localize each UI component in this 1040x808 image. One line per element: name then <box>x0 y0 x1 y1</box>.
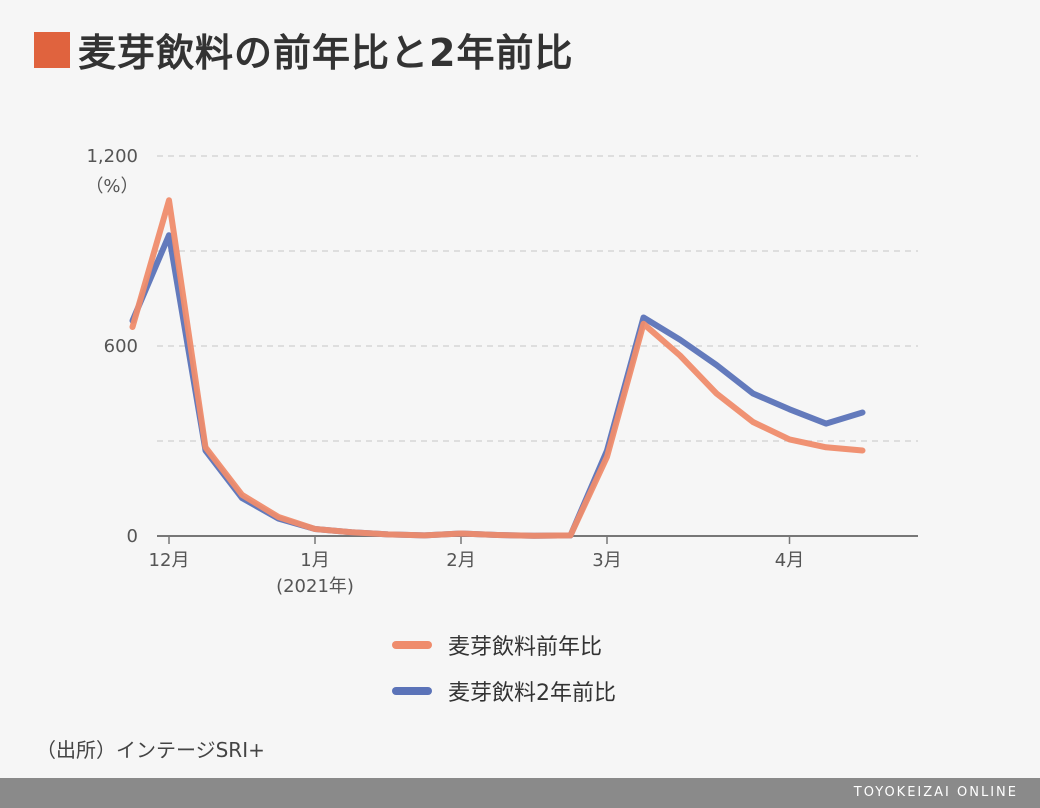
y-tick-label: 0 <box>127 526 138 547</box>
series-line-1 <box>129 197 866 539</box>
chart-title: 麦芽飲料の前年比と2年前比 <box>78 31 574 75</box>
x-tick-sublabel: (2021年) <box>276 576 354 597</box>
x-axis-ticks: 12月 1月 (2021年) 2月 3月 4月 <box>149 536 804 597</box>
x-tick-label: 12月 <box>149 550 190 571</box>
legend-label-two-year: 麦芽飲料2年前比 <box>448 681 616 706</box>
x-tick-label: 4月 <box>775 550 804 571</box>
source-note: （出所）インテージSRI+ <box>36 738 265 762</box>
y-tick-label: 1,200 <box>86 146 138 167</box>
x-tick-label: 1月 <box>300 550 329 571</box>
legend-item-two-year: 麦芽飲料2年前比 <box>392 668 616 714</box>
footer-bar: TOYOKEIZAI ONLINE <box>0 778 1040 808</box>
y-tick-label: 600 <box>104 336 138 357</box>
legend-swatch-two-year <box>392 687 432 695</box>
footer-brand: TOYOKEIZAI ONLINE <box>853 785 1018 800</box>
x-tick-label: 2月 <box>446 550 475 571</box>
series-lines <box>129 197 866 539</box>
legend-item-yoy: 麦芽飲料前年比 <box>392 622 616 668</box>
legend-swatch-yoy <box>392 641 432 649</box>
y-unit-label: （%） <box>85 176 138 197</box>
x-tick-label: 3月 <box>592 550 621 571</box>
legend-label-yoy: 麦芽飲料前年比 <box>448 635 603 660</box>
y-axis-ticks: 0 600 1,200 （%） <box>85 146 138 547</box>
title-block: 麦芽飲料の前年比と2年前比 <box>34 22 573 77</box>
grid-lines <box>157 155 918 442</box>
title-accent-square <box>34 31 70 68</box>
legend: 麦芽飲料前年比 麦芽飲料2年前比 <box>392 622 616 714</box>
